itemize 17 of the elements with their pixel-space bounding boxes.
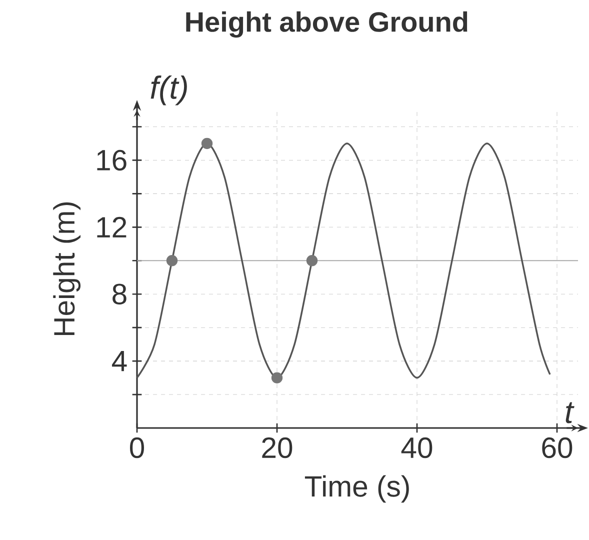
x-tick-label: 40: [401, 437, 432, 458]
point: [271, 372, 283, 384]
x-axis-title: Time (s): [304, 475, 409, 503]
y-tick-label: 12: [97, 216, 126, 238]
point: [201, 138, 213, 150]
text: f(t): [150, 75, 187, 106]
y-tick-label: 8: [112, 284, 126, 304]
x-tick-label: 20: [262, 437, 292, 458]
point: [166, 255, 178, 266]
y-axis-title: Height (m): [53, 202, 81, 336]
chart-title: Height above Ground: [186, 11, 468, 38]
y-tick-label: 4: [112, 350, 127, 372]
x-tick-label: 60: [542, 437, 572, 458]
point: [306, 255, 318, 266]
annotation: t: [566, 402, 574, 424]
x-tick-label: 0: [130, 437, 144, 458]
y-tick-label: 16: [97, 150, 126, 171]
